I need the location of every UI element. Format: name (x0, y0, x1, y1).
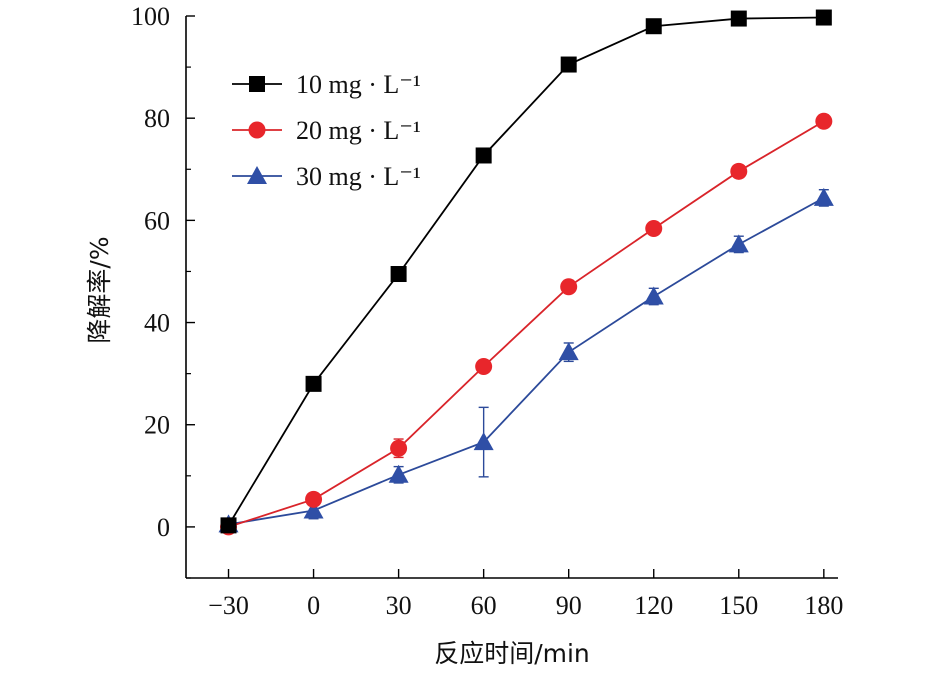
data-point (643, 286, 664, 305)
data-point (475, 147, 492, 164)
data-point (220, 517, 237, 534)
x-tick-label: 180 (804, 591, 843, 620)
series-0 (220, 9, 832, 534)
axes: 0 20 40 60 80 100 −30 0 30 60 90 120 150 180 (131, 2, 843, 620)
data-point (390, 439, 408, 457)
legend-entry-2: 30 mg · L⁻¹ (232, 162, 421, 191)
x-tick-label: 60 (471, 591, 497, 620)
series-line (228, 120, 825, 528)
data-point (388, 464, 409, 483)
series-line (228, 197, 825, 526)
data-point (560, 56, 577, 73)
y-axis-title: 降解率/% (85, 236, 114, 343)
data-point (390, 266, 407, 283)
data-point (728, 234, 749, 253)
data-point (560, 278, 578, 296)
data-point (813, 187, 834, 206)
data-point (815, 9, 832, 26)
data-point (645, 18, 662, 35)
series-2 (218, 187, 834, 533)
x-tick-label: −30 (208, 591, 249, 620)
data-point (558, 342, 579, 361)
legend: 10 mg · L⁻¹ 20 mg · L⁻¹ 30 mg · L⁻¹ (232, 70, 421, 191)
x-tick-label: 30 (386, 591, 412, 620)
y-tick-label: 20 (144, 411, 170, 440)
data-point (730, 10, 747, 27)
data-point (305, 375, 322, 392)
data-point (303, 500, 324, 519)
data-point (815, 112, 833, 130)
legend-label: 10 mg · L⁻¹ (296, 70, 421, 99)
legend-marker (248, 121, 266, 139)
x-tick-label: 120 (634, 591, 673, 620)
y-tick-label: 60 (144, 206, 170, 235)
data-point (305, 490, 323, 508)
data-point (730, 162, 748, 180)
x-axis-title: 反应时间/min (434, 639, 590, 668)
legend-label: 30 mg · L⁻¹ (296, 162, 421, 191)
legend-marker (249, 76, 265, 92)
x-tick-label: 90 (556, 591, 582, 620)
data-point (475, 357, 493, 375)
y-tick-label: 40 (144, 309, 170, 338)
x-tick-label: 0 (307, 591, 320, 620)
x-tick-label: 150 (719, 591, 758, 620)
legend-entry-1: 20 mg · L⁻¹ (232, 116, 421, 145)
series-layer (218, 9, 834, 536)
series-line (227, 16, 824, 526)
data-point (645, 220, 663, 238)
y-tick-label: 80 (144, 104, 170, 133)
legend-marker (247, 166, 267, 184)
data-point (473, 432, 494, 451)
y-tick-label: 0 (157, 513, 170, 542)
y-tick-label: 100 (131, 2, 170, 31)
legend-label: 20 mg · L⁻¹ (296, 116, 421, 145)
legend-entry-0: 10 mg · L⁻¹ (232, 70, 421, 99)
